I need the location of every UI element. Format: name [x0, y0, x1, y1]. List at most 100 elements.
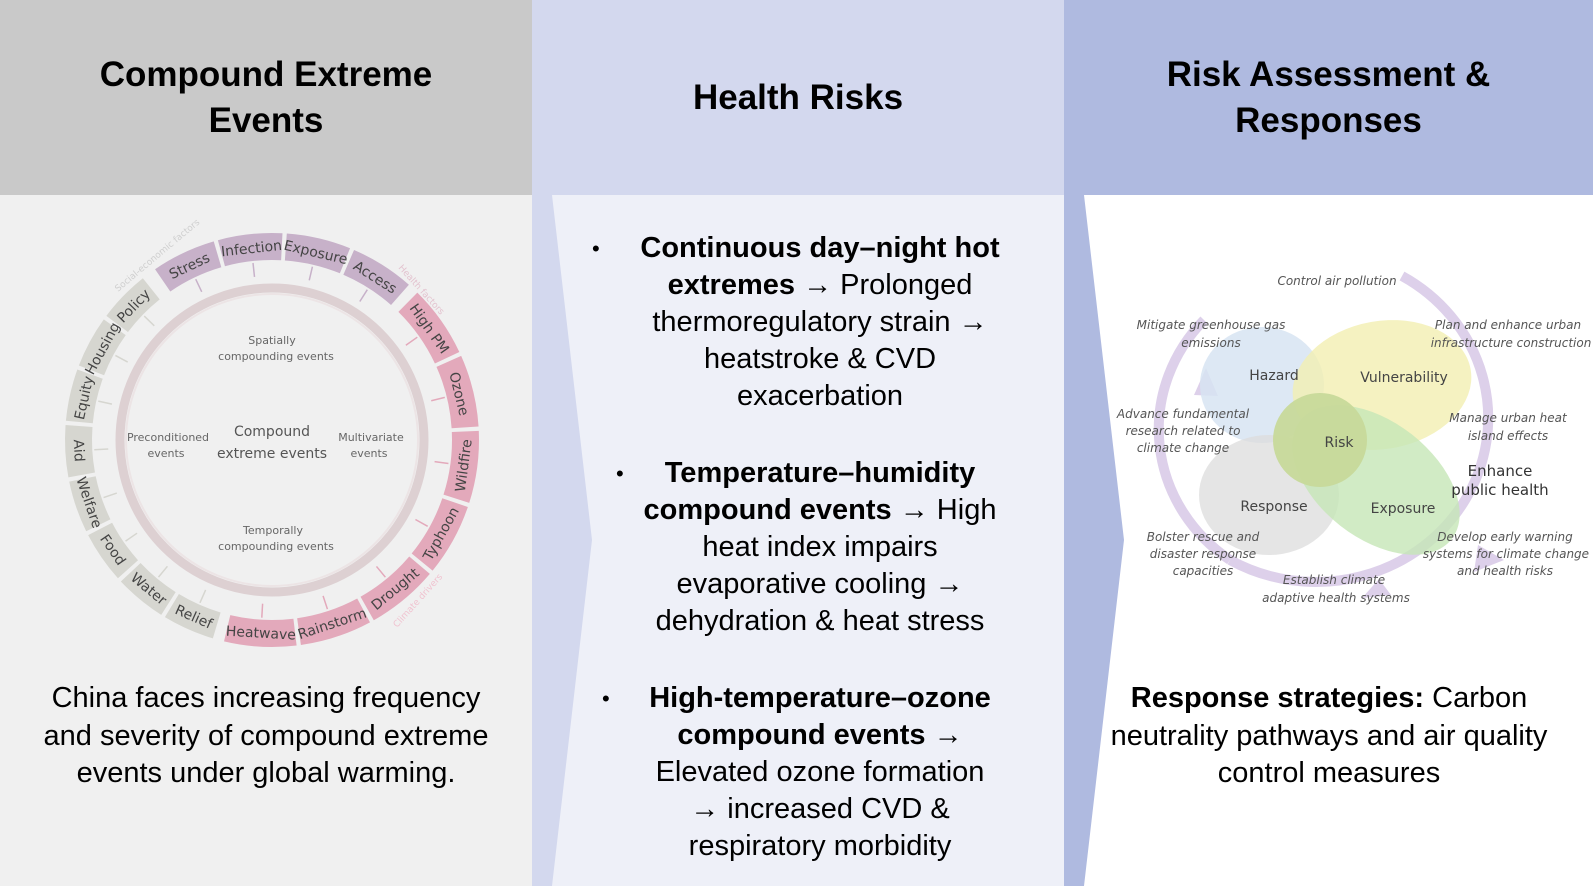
temporal-events-line1: Temporally	[242, 524, 303, 537]
multi-events-line1: Multivariate	[338, 431, 404, 444]
mitigate-label-line2: emissions	[1181, 336, 1240, 350]
wheel-connector	[103, 492, 118, 499]
wheel-segment-label: Wildfire	[453, 438, 476, 493]
health-risk-bold: compound events	[677, 719, 926, 751]
wheel-segment-equity	[65, 369, 103, 424]
vulnerability-label: Vulnerability	[1360, 370, 1448, 386]
risk-venn-diagram: Hazard Vulnerability Risk Response Expos…	[1084, 195, 1593, 886]
precond-events-line2: events	[147, 447, 184, 460]
response-strategies: Response strategies: Carbon neutrality p…	[1094, 680, 1564, 793]
health-risk-text: exacerbation	[736, 380, 904, 412]
health-risk-bold: Continuous day–night hot	[640, 232, 1000, 264]
multi-events-line2: events	[350, 447, 387, 460]
compound-events-caption: China faces increasing frequency and sev…	[43, 682, 489, 789]
wheel-connector	[431, 396, 445, 402]
wheel-segment-welfare	[69, 476, 111, 532]
exposure-label: Exposure	[1371, 501, 1436, 517]
compound-events-title-line2: Events	[208, 100, 324, 140]
responses-title-line1: Risk Assessment &	[1166, 54, 1491, 94]
health-risks-panel: Health Risks • Continuous day–night hot …	[532, 0, 1064, 886]
wheel-segment-stress	[155, 241, 222, 292]
cycle-arrow	[1227, 271, 1494, 587]
cycle-arrowhead	[1474, 545, 1504, 572]
wheel-connector	[143, 315, 155, 327]
wheel-segment-rainstorm	[297, 598, 370, 645]
compound-events-title-line1: Compound Extreme	[99, 54, 433, 94]
wheel-segment-typhoon	[411, 498, 468, 571]
wheel-connector	[252, 262, 256, 278]
wheel-segment-label: Infection	[220, 238, 282, 260]
bullet-dot: •	[616, 461, 624, 486]
wheel-segment-food	[88, 522, 139, 579]
wheel-segment-wildfire	[443, 430, 479, 503]
advance-label-line2: research related to	[1126, 424, 1241, 438]
bolster-label-line3: capacities	[1173, 564, 1234, 578]
plan-label-line2: infrastructure construction	[1431, 336, 1592, 350]
wheel-connector	[308, 266, 314, 281]
health-risk-text: respiratory morbidity	[688, 830, 952, 862]
wheel-connector	[157, 565, 168, 578]
risk-set	[1273, 393, 1367, 487]
health-risk-item: • Temperature–humidity compound events →…	[612, 455, 1028, 640]
health-risk-text: heatstroke & CVD	[703, 343, 937, 375]
wheel-connector	[322, 595, 329, 610]
health-risk-text: → Prolonged	[795, 269, 973, 301]
health-risk-bold: compound events	[643, 494, 892, 526]
wheel-segment-relief	[164, 594, 221, 639]
responses-header: Risk Assessment & Responses	[1064, 0, 1593, 195]
wheel-connector	[405, 336, 418, 346]
wheel-connector	[98, 400, 113, 405]
enhance-label-line2: public health	[1451, 481, 1548, 499]
compound-events-header: Compound Extreme Events	[0, 0, 532, 195]
develop-label-line1: Develop early warning	[1437, 530, 1573, 544]
inner-ring	[115, 283, 429, 597]
wheel-segment-policy	[106, 278, 160, 333]
health-risks-title: Health Risks	[692, 77, 904, 117]
wheel-connector	[375, 565, 386, 578]
wheel-connector	[359, 289, 368, 302]
spatial-events-line1: Spatially	[248, 334, 296, 347]
wheel-segment-label: Aid	[70, 439, 87, 462]
manage-label-line1: Manage urban heat	[1449, 411, 1568, 425]
health-risk-text: thermoregulatory strain →	[652, 306, 988, 338]
spatial-events-line2: compounding events	[218, 350, 334, 363]
manage-label-line2: island effects	[1468, 429, 1548, 443]
wheel-segment-drought	[360, 556, 430, 621]
establish-label-line1: Establish climate	[1283, 573, 1385, 587]
wheel-segment-water	[120, 562, 176, 615]
advance-label-line3: climate change	[1137, 441, 1229, 455]
enhance-label-line1: Enhance	[1468, 462, 1533, 480]
health-risk-text: → High	[891, 494, 997, 526]
plan-label-line1: Plan and enhance urban	[1435, 318, 1581, 332]
health-risk-item: • Continuous day–night hot extremes → Pr…	[592, 230, 1028, 415]
health-risk-bold: Temperature–humidity	[664, 457, 976, 489]
mitigate-label-line1: Mitigate greenhouse gas	[1137, 318, 1286, 332]
wheel-segment-infection	[217, 233, 283, 267]
wheel-segment-aid	[65, 425, 95, 478]
health-risk-item: • High-temperature–ozone compound events…	[602, 680, 1028, 865]
wheel-connector	[94, 448, 109, 451]
wheel-connector	[261, 603, 264, 618]
precond-events-line1: Preconditioned	[127, 431, 209, 444]
responses-panel: Risk Assessment & Responses Hazard Vulne…	[1064, 0, 1593, 886]
health-risk-text: → increased CVD &	[690, 793, 950, 825]
establish-label-line2: adaptive health systems	[1262, 591, 1410, 605]
response-strategies-text: Carbon neutrality pathways and air quali…	[1110, 682, 1548, 789]
health-risk-text: evaporative cooling →	[676, 568, 964, 600]
health-risks-chevron	[552, 195, 1064, 886]
health-risks-list: • Continuous day–night hot extremes → Pr…	[532, 0, 1064, 886]
wheel-connector	[415, 518, 429, 527]
wheel-center-line1: Compound	[234, 424, 310, 440]
response-label: Response	[1240, 499, 1307, 515]
wheel-center-line2: extreme events	[217, 446, 327, 462]
advance-label-line1: Advance fundamental	[1116, 407, 1250, 421]
hazard-label: Hazard	[1249, 368, 1298, 384]
wheel-segment-housing	[78, 319, 126, 376]
bolster-label-line1: Bolster rescue and	[1147, 530, 1260, 544]
wheel-connector	[199, 589, 207, 604]
temporal-events-line2: compounding events	[218, 540, 334, 553]
risk-label: Risk	[1324, 435, 1354, 451]
bolster-label-line2: disaster response	[1150, 547, 1256, 561]
health-risk-text: Elevated ozone formation	[655, 756, 985, 788]
